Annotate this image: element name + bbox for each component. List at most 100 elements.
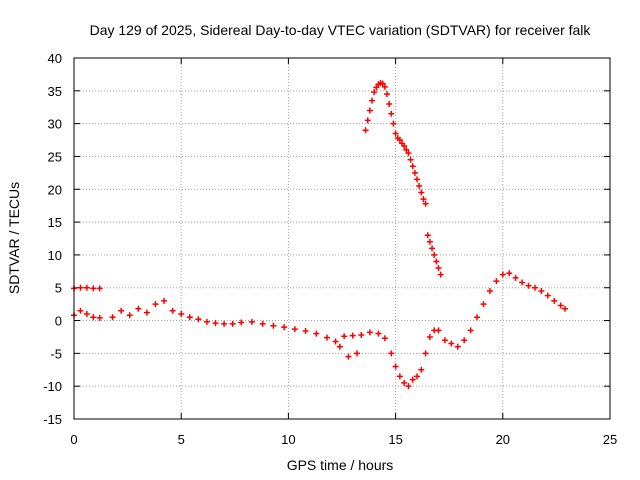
y-tick-label: 10 [48, 248, 62, 263]
data-point [388, 350, 395, 357]
data-point [461, 337, 468, 344]
data-point [407, 156, 414, 163]
data-point [90, 314, 97, 321]
data-point [195, 316, 202, 323]
data-point [77, 284, 84, 291]
data-point [336, 343, 343, 350]
data-point [364, 117, 371, 124]
data-point [441, 337, 448, 344]
data-point [332, 338, 339, 345]
data-point [313, 330, 320, 337]
data-point [426, 333, 433, 340]
data-point [281, 324, 288, 331]
data-point [366, 107, 373, 114]
data-point [544, 292, 551, 299]
data-point [426, 238, 433, 245]
data-point [390, 120, 397, 127]
data-point [422, 200, 429, 207]
data-point [416, 182, 423, 189]
data-point [448, 340, 455, 347]
data-point [409, 376, 416, 383]
y-tick-labels: -15 -10 -5 0 5 10 15 20 25 30 35 40 [43, 51, 62, 427]
data-point [77, 307, 84, 314]
plot-frame [73, 57, 611, 420]
y-tick-label: -10 [43, 379, 62, 394]
data-point [474, 314, 481, 321]
data-point [186, 314, 193, 321]
data-point [96, 314, 103, 321]
y-tick-label: -15 [43, 412, 62, 427]
data-point [379, 80, 386, 87]
data-point [424, 232, 431, 239]
y-tick-label: 40 [48, 51, 62, 66]
data-point [83, 310, 90, 317]
y-tick-label: 25 [48, 149, 62, 164]
data-point [396, 137, 403, 144]
y-tick-label: 35 [48, 84, 62, 99]
data-point [396, 373, 403, 380]
data-point [375, 330, 382, 337]
data-point [414, 373, 421, 380]
data-point [178, 310, 185, 317]
y-tick-label: 0 [55, 314, 62, 329]
data-point [506, 270, 513, 277]
data-point [302, 328, 309, 335]
series-sdtvar [71, 79, 568, 390]
data-point [418, 366, 425, 373]
data-point [341, 333, 348, 340]
y-tick-label: -5 [50, 346, 62, 361]
data-point [422, 350, 429, 357]
data-point [525, 282, 532, 289]
chart-title: Day 129 of 2025, Sidereal Day-to-day VTE… [90, 22, 592, 38]
data-point [538, 288, 545, 295]
data-point [512, 274, 519, 281]
data-point [90, 285, 97, 292]
data-point [161, 297, 168, 304]
data-point [467, 327, 474, 334]
data-point [118, 307, 125, 314]
data-point [418, 189, 425, 196]
data-point [386, 100, 393, 107]
x-tick-label: 5 [178, 432, 185, 447]
data-point [109, 314, 116, 321]
data-point [169, 307, 176, 314]
data-point [420, 196, 427, 203]
data-point [405, 150, 412, 157]
data-point [366, 329, 373, 336]
data-point [358, 331, 365, 338]
data-point [259, 320, 266, 327]
data-point [384, 91, 391, 98]
data-point [557, 302, 564, 309]
data-point [229, 320, 236, 327]
data-point [411, 169, 418, 176]
data-point [96, 285, 103, 292]
data-point [369, 97, 376, 104]
data-point [221, 320, 228, 327]
data-point [83, 284, 90, 291]
data-point [392, 363, 399, 370]
data-point [429, 245, 436, 252]
data-point [270, 322, 277, 329]
data-point [435, 327, 442, 334]
data-point [323, 334, 330, 341]
data-point [388, 110, 395, 117]
data-point [414, 176, 421, 183]
data-point [433, 258, 440, 265]
x-tick-label: 25 [603, 432, 617, 447]
data-point [409, 163, 416, 170]
y-tick-label: 5 [55, 281, 62, 296]
data-point [126, 312, 133, 319]
data-point [143, 309, 150, 316]
data-point [493, 278, 500, 285]
data-point [519, 279, 526, 286]
data-point [362, 127, 369, 134]
data-point [437, 271, 444, 278]
data-point [401, 142, 408, 149]
data-point [435, 265, 442, 272]
axis-ticks [73, 57, 611, 420]
data-point [392, 130, 399, 137]
data-point [381, 83, 388, 90]
data-point [454, 343, 461, 350]
x-axis-title: GPS time / hours [287, 457, 394, 473]
